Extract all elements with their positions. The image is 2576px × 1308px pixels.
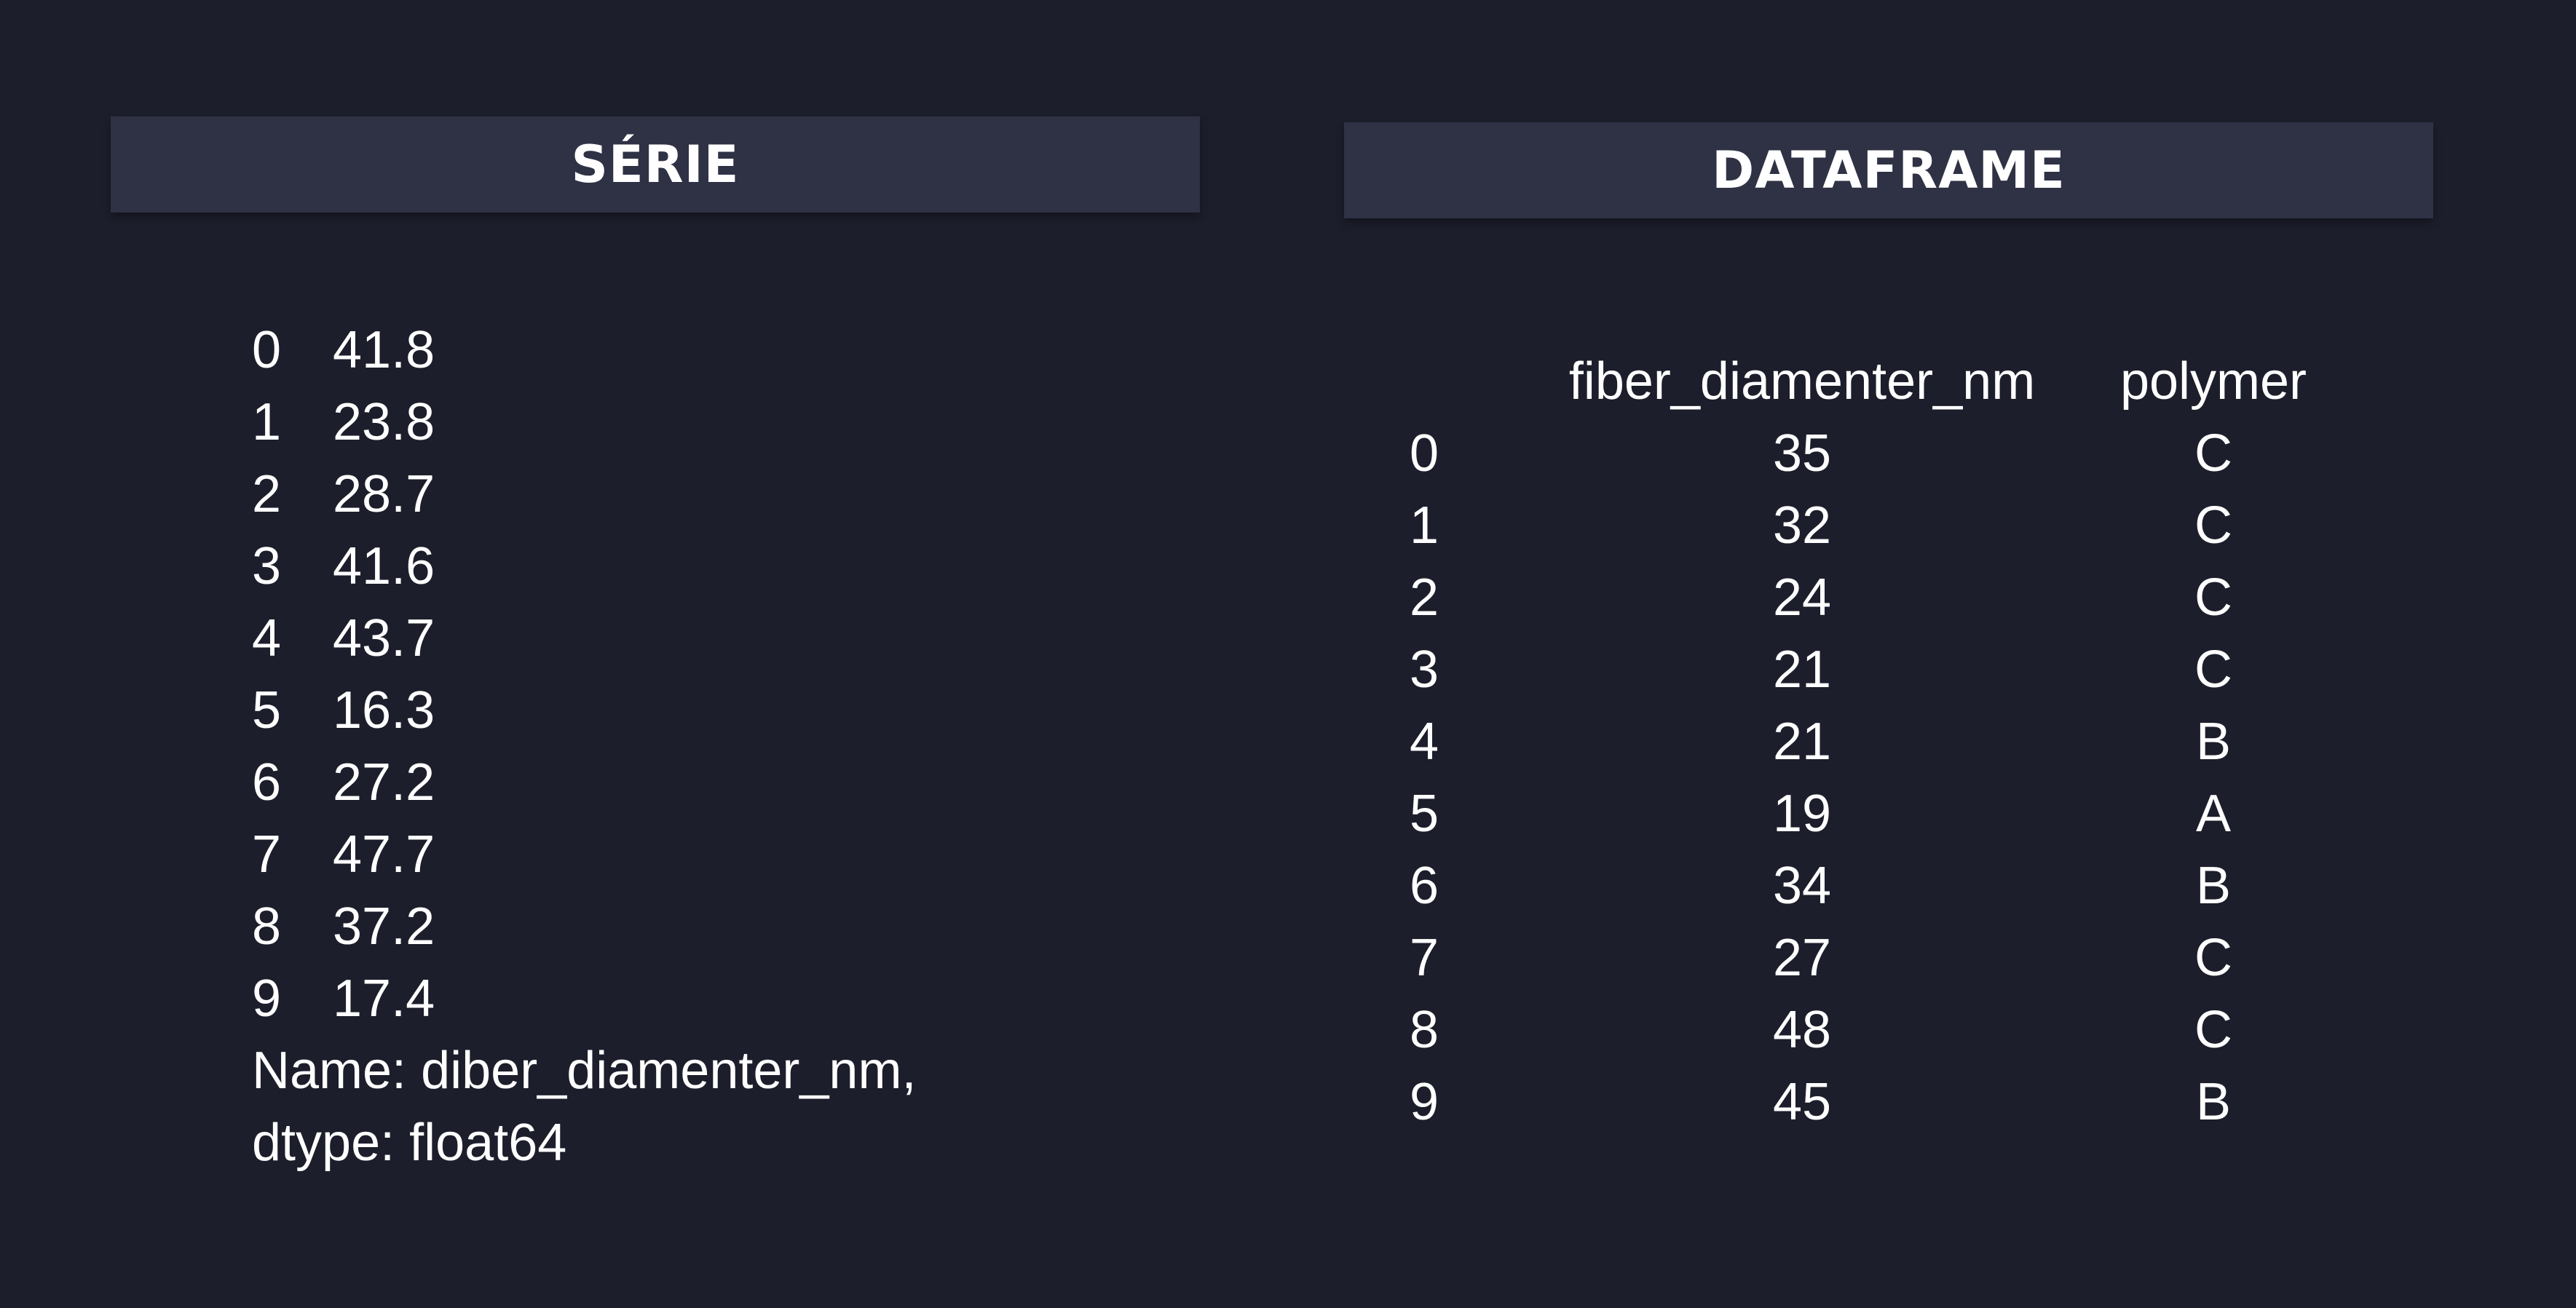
dataframe-row: 0 35 C — [1410, 418, 2352, 490]
dataframe-fiber-cell: 48 — [1772, 1001, 1832, 1059]
dataframe-fiber-cell: 19 — [1772, 785, 1832, 843]
series-value: 37.2 — [333, 897, 435, 956]
series-row: 3 41.6 — [252, 531, 916, 603]
series-row: 8 37.2 — [252, 891, 916, 963]
dataframe-index: 6 — [1410, 857, 1439, 915]
series-value: 47.7 — [333, 825, 435, 884]
dataframe-index: 5 — [1410, 785, 1439, 843]
dataframe-polymer-cell: A — [2195, 785, 2232, 843]
dataframe-polymer-cell: C — [2194, 568, 2232, 627]
dataframe-index: 1 — [1410, 496, 1439, 555]
dataframe-fiber-cell: 21 — [1772, 641, 1832, 699]
series-row: 7 47.7 — [252, 819, 916, 891]
series-index: 5 — [252, 681, 282, 740]
series-value: 27.2 — [333, 753, 435, 812]
series-index: 0 — [252, 321, 282, 379]
dataframe-header-row: fiber_diamenter_nm polymer — [1410, 346, 2352, 418]
dataframe-output: fiber_diamenter_nm polymer 0 35 C 1 32 C… — [1410, 346, 2352, 1138]
dataframe-index: 4 — [1410, 713, 1439, 771]
series-index: 3 — [252, 537, 282, 595]
series-row: 1 23.8 — [252, 387, 916, 459]
dataframe-index: 9 — [1410, 1073, 1439, 1131]
series-value: 23.8 — [333, 393, 435, 451]
dataframe-title: DATAFRAME — [1712, 140, 2066, 200]
series-output: 0 41.8 1 23.8 2 28.7 3 41.6 4 43.7 5 16.… — [252, 314, 916, 1179]
dataframe-header: DATAFRAME — [1344, 122, 2433, 218]
dataframe-row: 4 21 B — [1410, 706, 2352, 778]
dataframe-polymer-cell: B — [2195, 713, 2232, 771]
dataframe-fiber-cell: 35 — [1772, 424, 1832, 483]
series-row: 2 28.7 — [252, 459, 916, 531]
series-index: 1 — [252, 393, 282, 451]
dataframe-index: 8 — [1410, 1001, 1439, 1059]
dataframe-polymer-cell: B — [2195, 857, 2232, 915]
series-row: 4 43.7 — [252, 603, 916, 675]
series-row: 6 27.2 — [252, 747, 916, 819]
series-index: 4 — [252, 609, 282, 667]
dataframe-fiber-cell: 34 — [1772, 857, 1832, 915]
dataframe-index: 7 — [1410, 929, 1439, 987]
dataframe-column-header: fiber_diamenter_nm — [1568, 352, 2036, 411]
series-row: 9 17.4 — [252, 963, 916, 1035]
dataframe-polymer-cell: C — [2194, 496, 2232, 555]
serie-title: SÉRIE — [571, 135, 740, 194]
series-index: 7 — [252, 825, 282, 884]
dataframe-row: 5 19 A — [1410, 778, 2352, 850]
series-name-line: Name: diber_diamenter_nm, — [252, 1042, 917, 1100]
series-value: 41.6 — [333, 537, 435, 595]
dataframe-fiber-cell: 32 — [1772, 496, 1832, 555]
dataframe-polymer-cell: C — [2194, 641, 2232, 699]
dataframe-row: 8 48 C — [1410, 994, 2352, 1066]
series-index: 9 — [252, 970, 282, 1028]
dataframe-index: 3 — [1410, 641, 1439, 699]
series-value: 16.3 — [333, 681, 435, 740]
dataframe-index-header — [1410, 346, 1529, 418]
dataframe-index: 2 — [1410, 568, 1439, 627]
dataframe-polymer-cell: C — [2194, 424, 2232, 483]
dataframe-polymer-cell: B — [2195, 1073, 2232, 1131]
dataframe-row: 2 24 C — [1410, 562, 2352, 634]
serie-header: SÉRIE — [111, 116, 1200, 213]
dataframe-row: 6 34 B — [1410, 850, 2352, 922]
dataframe-row: 1 32 C — [1410, 490, 2352, 562]
dataframe-fiber-cell: 21 — [1772, 713, 1832, 771]
dataframe-fiber-cell: 27 — [1772, 929, 1832, 987]
series-index: 6 — [252, 753, 282, 812]
series-value: 43.7 — [333, 609, 435, 667]
dataframe-row: 7 27 C — [1410, 922, 2352, 994]
dataframe-row: 3 21 C — [1410, 634, 2352, 706]
dataframe-row: 9 45 B — [1410, 1066, 2352, 1138]
series-row: 0 41.8 — [252, 314, 916, 387]
series-value: 28.7 — [333, 465, 435, 523]
dataframe-index: 0 — [1410, 424, 1439, 483]
dataframe-column-header: polymer — [2119, 352, 2307, 411]
series-dtype-line: dtype: float64 — [252, 1114, 567, 1172]
series-value: 41.8 — [333, 321, 435, 379]
series-value: 17.4 — [333, 970, 435, 1028]
series-index: 2 — [252, 465, 282, 523]
dataframe-polymer-cell: C — [2194, 929, 2232, 987]
dataframe-polymer-cell: C — [2194, 1001, 2232, 1059]
dataframe-fiber-cell: 24 — [1772, 568, 1832, 627]
series-index: 8 — [252, 897, 282, 956]
dataframe-fiber-cell: 45 — [1772, 1073, 1832, 1131]
series-row: 5 16.3 — [252, 675, 916, 747]
